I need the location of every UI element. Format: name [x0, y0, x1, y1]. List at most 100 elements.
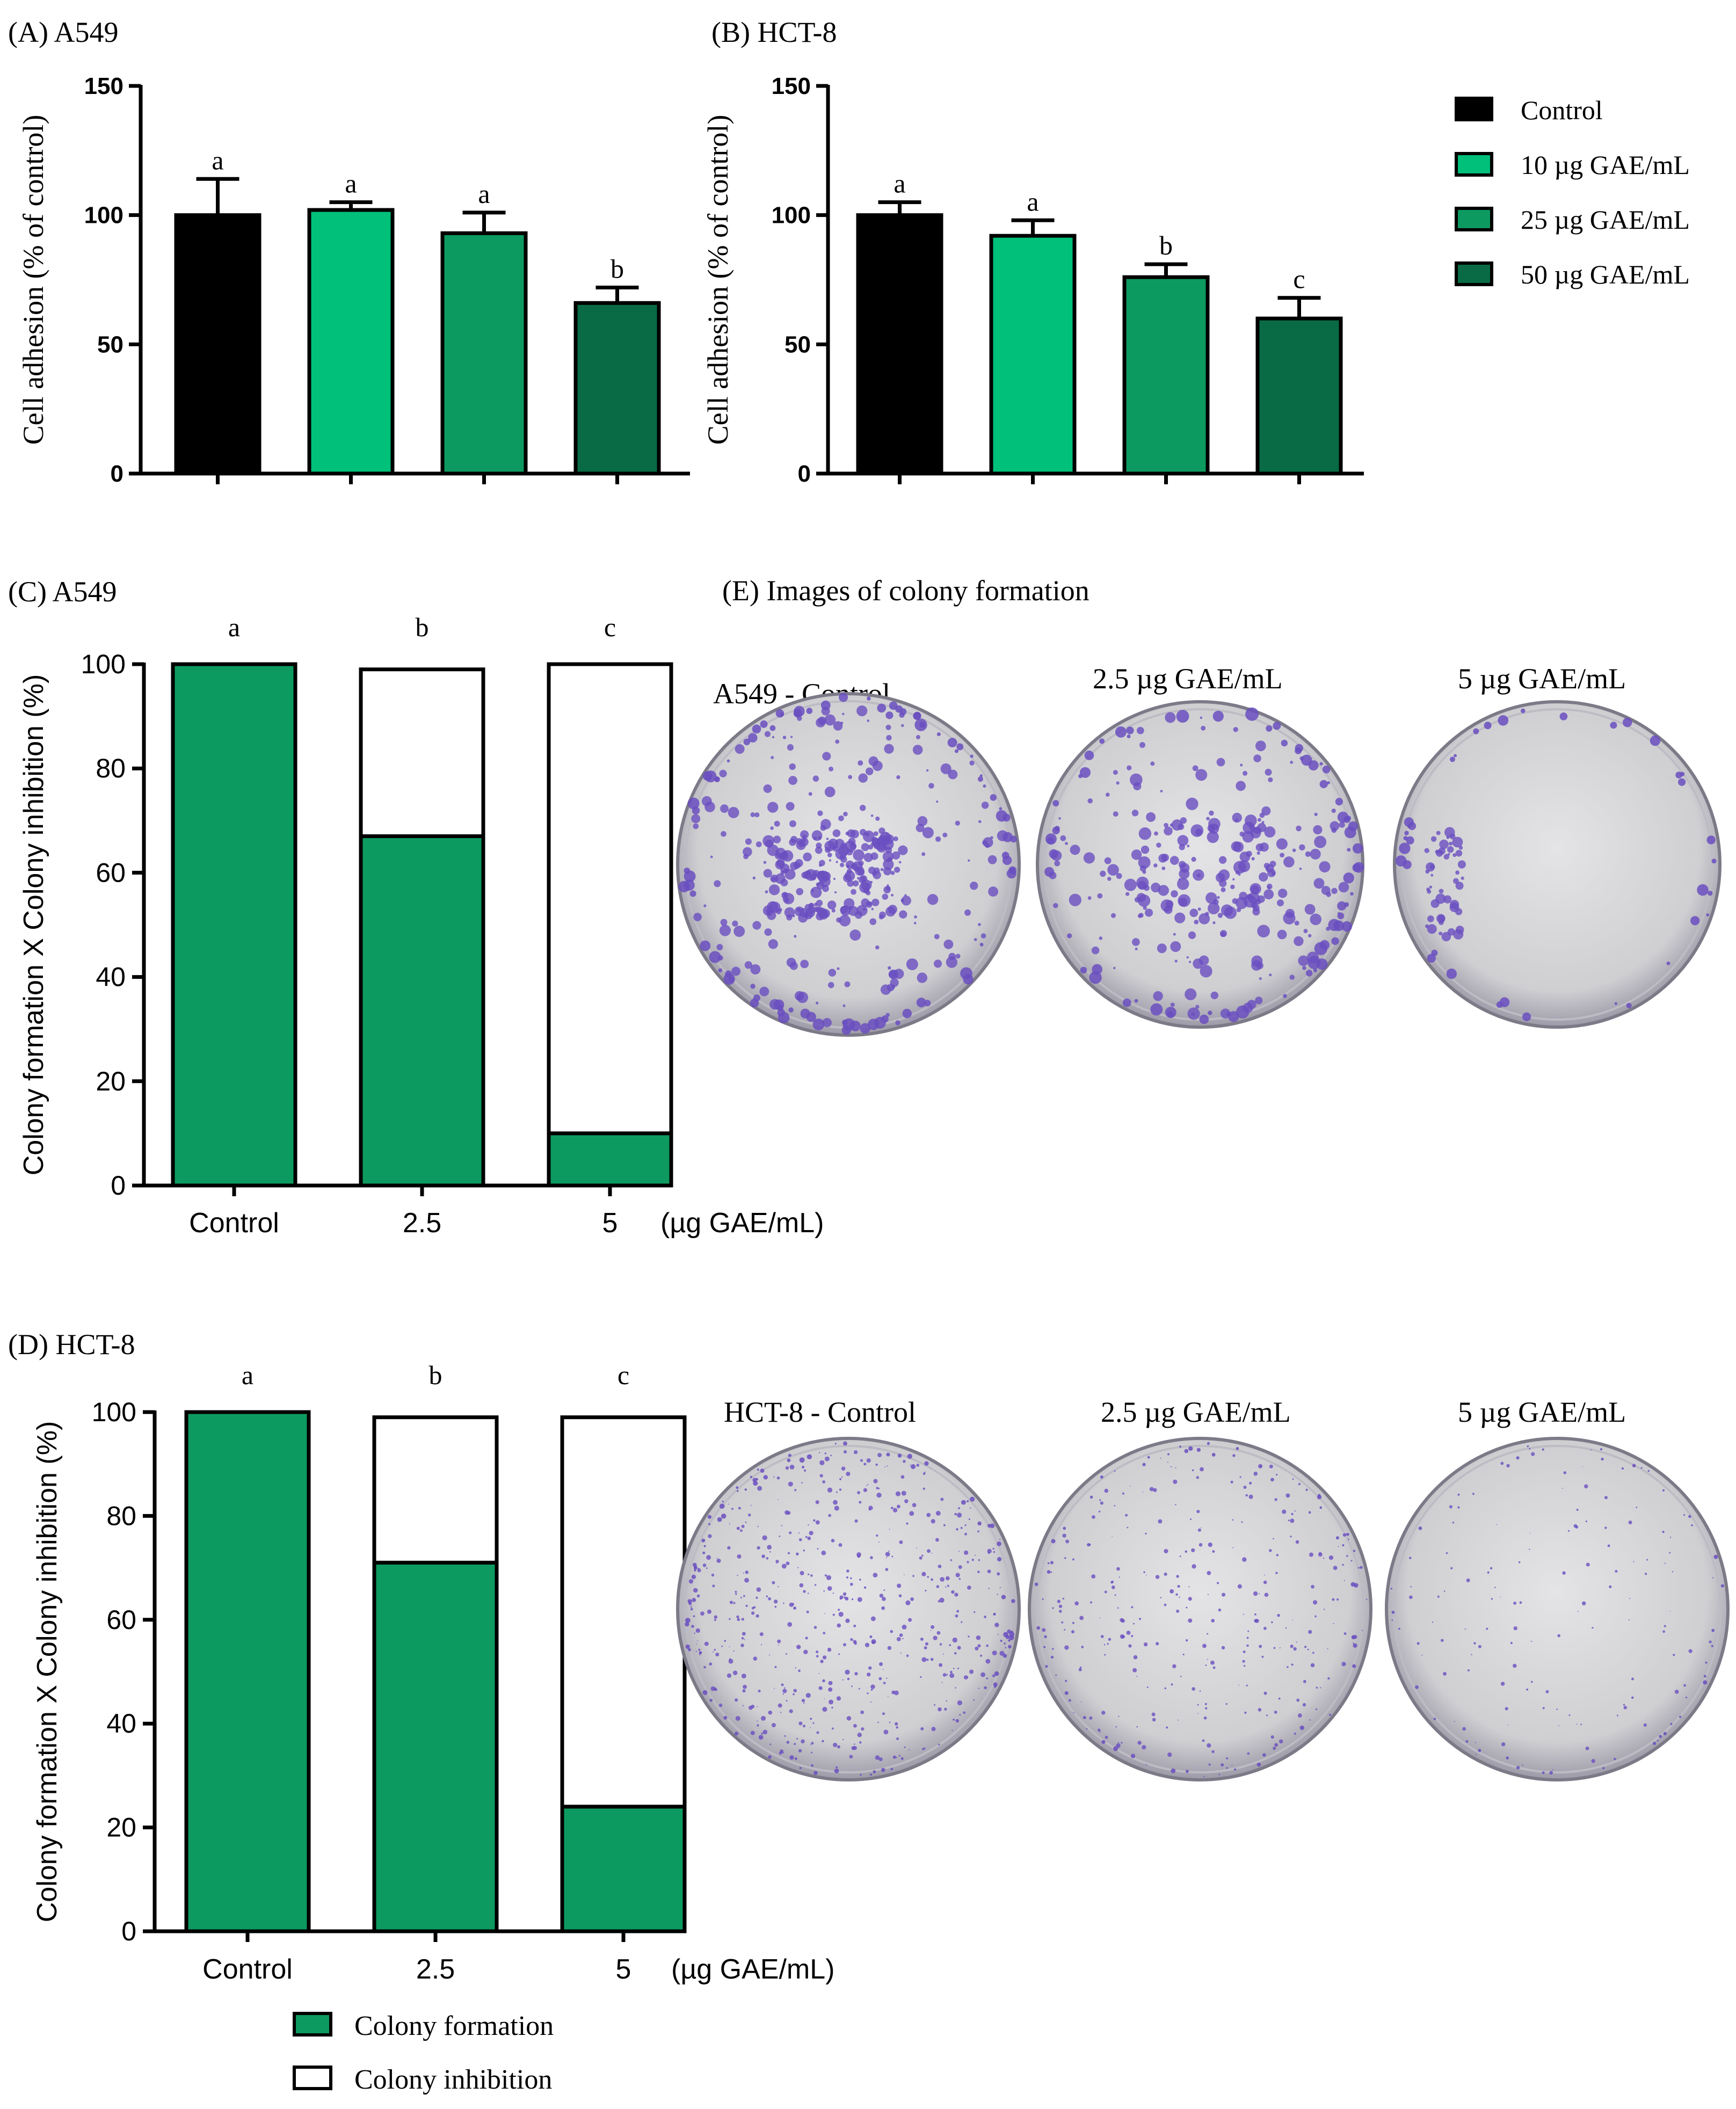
- colony-dot: [986, 1644, 989, 1647]
- colony-dot: [1150, 1003, 1163, 1016]
- colony-dot: [1295, 1540, 1299, 1544]
- colony-dot: [1157, 943, 1167, 954]
- colony-dot: [1270, 1478, 1274, 1482]
- colony-dot: [1072, 1621, 1074, 1624]
- colony-dot: [1099, 1617, 1101, 1619]
- colony-dot: [810, 1574, 813, 1577]
- colony-dot: [1131, 1754, 1136, 1758]
- colony-dot: [1287, 1666, 1289, 1668]
- y-tick-label: 20: [96, 1066, 126, 1096]
- colony-dot: [721, 831, 727, 837]
- colony-dot: [1296, 825, 1302, 832]
- colony-dot: [695, 1650, 697, 1652]
- colony-dot: [1255, 1619, 1259, 1623]
- colony-dot: [1001, 1595, 1006, 1599]
- colony-dot: [833, 1500, 838, 1505]
- colony-dot: [1164, 1549, 1168, 1554]
- colony-dot: [1246, 1684, 1248, 1686]
- colony-dot: [978, 923, 981, 926]
- colony-dot: [1436, 831, 1441, 835]
- colony-dot: [816, 1655, 819, 1658]
- colony-dot: [1116, 1743, 1121, 1748]
- colony-dot: [1478, 1749, 1481, 1752]
- colony-dot: [923, 1487, 925, 1490]
- colony-dot: [708, 1523, 711, 1525]
- colony-dot: [865, 1642, 870, 1647]
- colony-dot: [846, 868, 852, 874]
- colony-dot: [1177, 835, 1189, 846]
- colony-dot: [1108, 1638, 1112, 1641]
- colony-dot: [1527, 1445, 1529, 1448]
- colony-dot: [1337, 901, 1347, 911]
- colony-dot: [963, 1711, 966, 1714]
- colony-dot: [1047, 837, 1055, 845]
- colony-dot: [859, 1501, 862, 1504]
- colony-dot: [808, 1524, 809, 1526]
- colony-dot: [1304, 904, 1316, 915]
- y-tick-label: 0: [121, 1916, 136, 1946]
- colony-dot: [1239, 1476, 1241, 1478]
- colony-dot: [1267, 886, 1270, 889]
- colony-dot: [1050, 1655, 1054, 1659]
- colony-dot: [1342, 1563, 1344, 1566]
- colony-dot: [1246, 893, 1253, 900]
- bar: [989, 234, 1077, 476]
- colony-dot: [1623, 1706, 1628, 1710]
- colony-dot: [781, 892, 788, 899]
- colony-dot: [878, 1487, 880, 1489]
- colony-dot: [1196, 873, 1201, 878]
- colony-dot: [940, 1577, 945, 1582]
- colony-dot: [1435, 849, 1440, 854]
- colony-dot: [1674, 1690, 1679, 1694]
- colony-dot: [1573, 1524, 1578, 1528]
- legend-label-25: 25 µg GAE/mL: [1521, 205, 1690, 235]
- colony-dot: [1447, 853, 1450, 856]
- colony-dot: [1143, 1642, 1148, 1647]
- colony-dot: [691, 1574, 696, 1580]
- colony-dot: [1127, 734, 1131, 739]
- colony-dot: [822, 1480, 825, 1483]
- colony-dot: [1211, 1452, 1216, 1457]
- colony-dot: [970, 754, 974, 758]
- colony-dot: [756, 1478, 759, 1481]
- colony-dot: [877, 703, 887, 713]
- colony-dot: [885, 1677, 888, 1679]
- colony-dot: [1281, 739, 1288, 747]
- colony-dot: [1443, 854, 1450, 860]
- colony-dot: [863, 1463, 867, 1466]
- colony-dot: [1079, 1616, 1084, 1620]
- colony-dot: [1182, 1653, 1185, 1656]
- colony-dot: [798, 1669, 801, 1672]
- colony-dot: [1142, 1491, 1144, 1493]
- colony-dot: [866, 1458, 871, 1463]
- colony-dot: [870, 1616, 876, 1621]
- colony-dot: [1210, 1660, 1215, 1665]
- colony-dot: [817, 1548, 819, 1550]
- colony-dot: [1136, 726, 1144, 734]
- colony-dot: [1427, 954, 1436, 963]
- colony-dot: [845, 1618, 850, 1623]
- colony-dot: [691, 814, 701, 824]
- colony-dot: [983, 837, 993, 848]
- colony-dot: [1117, 1742, 1120, 1744]
- colony-dot: [779, 908, 782, 912]
- colony-dot: [1472, 1493, 1475, 1495]
- colony-dot: [1188, 1618, 1193, 1623]
- colony-dot: [701, 1538, 706, 1543]
- colony-dot: [1089, 1716, 1093, 1720]
- colony-dot: [811, 1764, 813, 1767]
- colony-dot: [797, 1567, 799, 1568]
- colony-dot: [685, 1644, 690, 1649]
- colony-dot: [789, 1602, 794, 1607]
- colony-dot: [980, 933, 986, 939]
- colony-dot: [1332, 1598, 1335, 1601]
- colony-dot: [816, 1001, 819, 1005]
- legend-swatch-50: [1455, 261, 1493, 286]
- y-tick-label: 150: [772, 73, 811, 99]
- colony-dot: [1053, 903, 1058, 908]
- colony-dot: [1218, 1608, 1222, 1612]
- colony-dot: [816, 899, 823, 907]
- colony-dot: [1691, 1524, 1693, 1526]
- colony-dot: [888, 1550, 890, 1552]
- colony-dot: [885, 906, 896, 917]
